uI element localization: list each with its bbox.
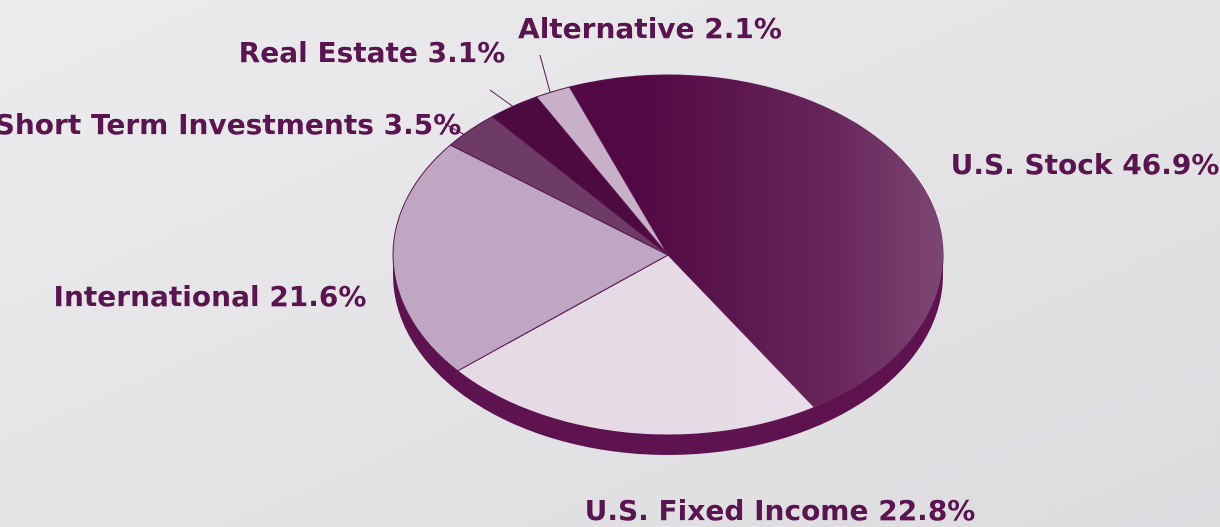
slice-label: Real Estate 3.1% (239, 36, 506, 69)
slice-category: International (54, 280, 260, 313)
slice-category: U.S. Fixed Income (585, 494, 869, 527)
slice-value: 3.1% (428, 36, 506, 69)
slice-value: 46.9% (1122, 148, 1219, 181)
slice-label: U.S. Stock 46.9% (951, 148, 1220, 181)
slice-category: Alternative (518, 12, 695, 45)
slice-label: International 21.6% (54, 280, 367, 313)
slice-value: 2.1% (704, 12, 782, 45)
leader-line (489, 89, 516, 109)
slice-value: 3.5% (384, 108, 462, 141)
slice-value: 22.8% (878, 494, 975, 527)
leader-line (539, 54, 551, 93)
slice-label: Alternative 2.1% (518, 12, 782, 45)
leader-line (444, 123, 466, 136)
slice-value: 21.6% (269, 280, 366, 313)
labels: U.S. Stock 46.9% U.S. Fixed Income 22.8% I… (0, 12, 1219, 527)
slice-category: U.S. Stock (951, 148, 1114, 181)
slice-label: U.S. Fixed Income 22.8% (585, 494, 976, 527)
slice-category: Short Term Investments (0, 108, 374, 141)
pie (392, 74, 944, 455)
pie-sheen (393, 75, 943, 435)
slice-label: Short Term Investments 3.5% (0, 108, 461, 141)
slice-category: Real Estate (239, 36, 418, 69)
